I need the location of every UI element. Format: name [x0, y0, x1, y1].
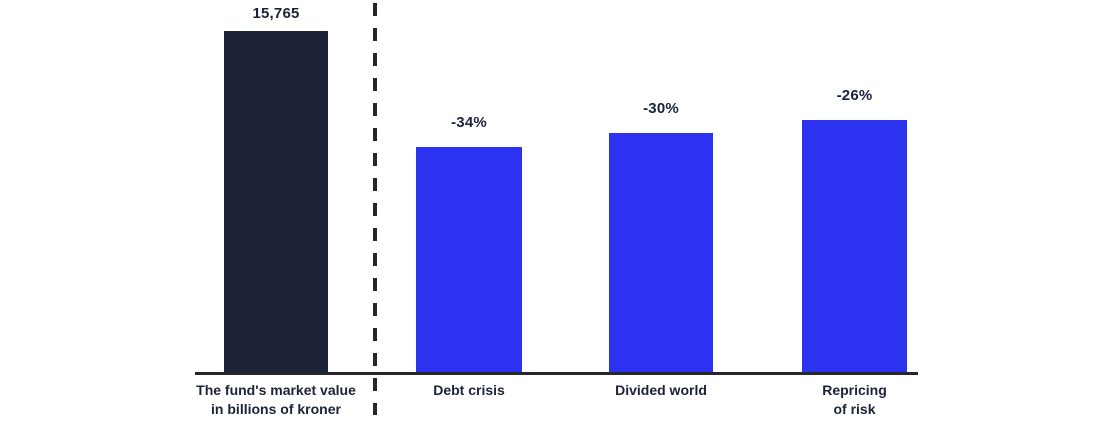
bar-debt-crisis [416, 147, 522, 372]
bar-category-label-market-value: The fund's market value in billions of k… [166, 381, 386, 419]
bar-repricing-of-risk [802, 120, 907, 372]
bar-category-label-repricing-of-risk: Repricing of risk [772, 381, 937, 419]
bar-category-label-divided-world: Divided world [577, 381, 745, 400]
bar-group-divided-world: -30% [609, 100, 713, 372]
bar-value-label: -34% [451, 114, 487, 131]
bar-group-repricing-of-risk: -26% [802, 87, 907, 372]
category-label-line: Divided world [615, 382, 707, 398]
dashed-divider-line [373, 3, 377, 415]
bar-group-market-value: 15,765 [224, 5, 328, 372]
bar-category-label-debt-crisis: Debt crisis [385, 381, 553, 400]
x-axis-line [195, 372, 918, 375]
bar-value-label: -30% [643, 100, 679, 117]
category-label-line: in billions of kroner [211, 401, 341, 417]
category-label-line: Debt crisis [433, 382, 505, 398]
category-label-line: of risk [833, 401, 876, 417]
bar-market-value [224, 31, 328, 372]
bar-value-label: -26% [836, 87, 873, 104]
bar-value-label: 15,765 [252, 5, 300, 22]
category-label-line: The fund's market value [196, 382, 356, 398]
category-label-line: Repricing [822, 382, 887, 398]
bar-group-debt-crisis: -34% [416, 114, 522, 372]
bar-divided-world [609, 133, 713, 372]
